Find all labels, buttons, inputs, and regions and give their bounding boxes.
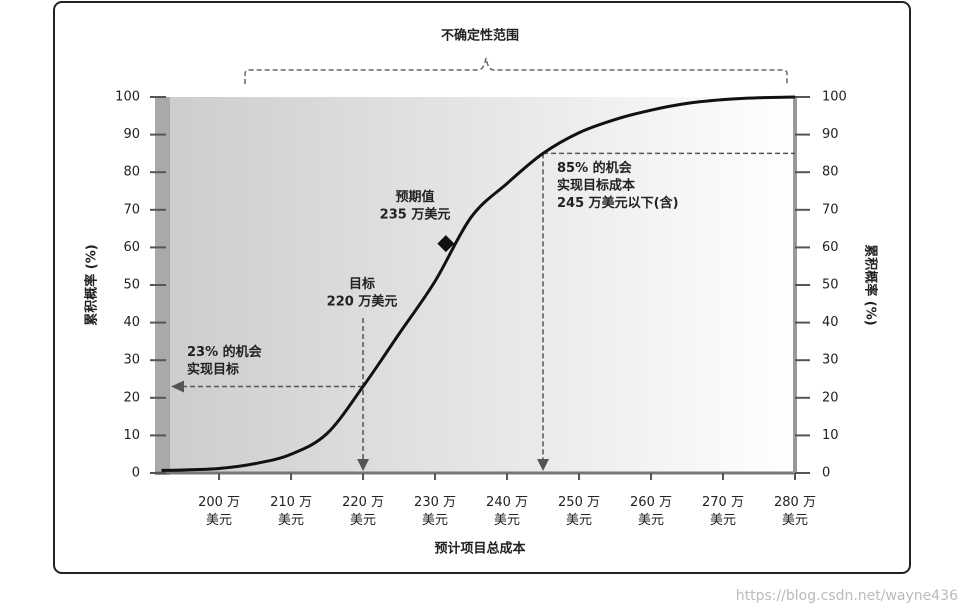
target-x-arrow <box>357 459 370 471</box>
annotation-line: 85% 的机会 <box>557 160 633 176</box>
y-tick-label: 60 <box>123 240 140 255</box>
annotation-line: 245 万美元以下(含) <box>557 195 679 211</box>
expected-marker <box>437 235 455 253</box>
y2-axis-title: 累积概率 (%) <box>863 244 879 325</box>
y2-tick-label: 30 <box>822 353 839 368</box>
y-tick-label: 10 <box>123 428 140 443</box>
y2-tick-label: 70 <box>822 202 839 217</box>
y-tick-label: 20 <box>123 390 140 405</box>
range-brace <box>244 57 788 84</box>
x-axis-title: 预计项目总成本 <box>434 541 525 557</box>
x-tick-label: 270 万 美元 <box>702 495 744 528</box>
y2-tick-label: 10 <box>822 428 839 443</box>
plot-background <box>170 97 795 473</box>
curve <box>161 95 796 472</box>
y-tick-label: 50 <box>123 278 140 293</box>
annotation: 预期值 235 万美元 <box>380 189 451 223</box>
annotation-line: 23% 的机会 <box>187 344 263 360</box>
x-tick-label: 280 万 美元 <box>774 495 816 528</box>
y-tick-label: 80 <box>123 165 140 180</box>
y-tick-label: 90 <box>123 127 140 142</box>
annotation-line: 预期值 <box>395 189 434 205</box>
x-tick-label: 250 万 美元 <box>558 495 600 528</box>
y-tick-label: 100 <box>115 90 140 105</box>
y-tick-label: 0 <box>132 466 140 481</box>
y2-tick-label: 100 <box>822 90 847 105</box>
y2-tick-label: 90 <box>822 127 839 142</box>
y2-tick-label: 80 <box>822 165 839 180</box>
watermark: https://blog.csdn.net/wayne436 <box>736 588 958 604</box>
x-tick-label: 200 万 美元 <box>198 495 241 528</box>
x-tick-label: 210 万 美元 <box>270 495 313 528</box>
x-tick-label: 230 万 美元 <box>414 495 456 528</box>
annotation-line: 实现目标 <box>187 361 239 377</box>
y2-tick-label: 0 <box>822 466 830 481</box>
annotation-line: 目标 <box>349 276 375 292</box>
target-y-arrow <box>171 380 184 393</box>
x-tick-label: 220 万 美元 <box>342 495 385 528</box>
chart-title: 不确定性范围 <box>441 28 519 44</box>
annotation-line: 235 万美元 <box>380 206 451 222</box>
annotation-line: 220 万美元 <box>327 293 398 309</box>
annotation: 23% 的机会实现目标 <box>187 344 263 378</box>
cost85-x-arrow <box>537 459 550 471</box>
y-tick-label: 30 <box>123 353 140 368</box>
y-tick-label: 40 <box>123 315 140 330</box>
y2-tick-label: 40 <box>822 315 839 330</box>
y2-tick-label: 50 <box>822 278 839 293</box>
y-tick-label: 70 <box>123 202 140 217</box>
x-tick-label: 260 万 美元 <box>630 495 672 528</box>
y2-tick-label: 20 <box>822 390 839 405</box>
y2-tick-label: 60 <box>822 240 839 255</box>
y-axis-title: 累积概率 (%) <box>84 244 100 325</box>
annotation-line: 实现目标成本 <box>557 177 635 193</box>
annotation: 85% 的机会实现目标成本 245 万美元以下(含) <box>557 160 679 211</box>
x-tick-label: 240 万 美元 <box>486 495 528 528</box>
annotation: 目标 220 万美元 <box>327 276 398 310</box>
